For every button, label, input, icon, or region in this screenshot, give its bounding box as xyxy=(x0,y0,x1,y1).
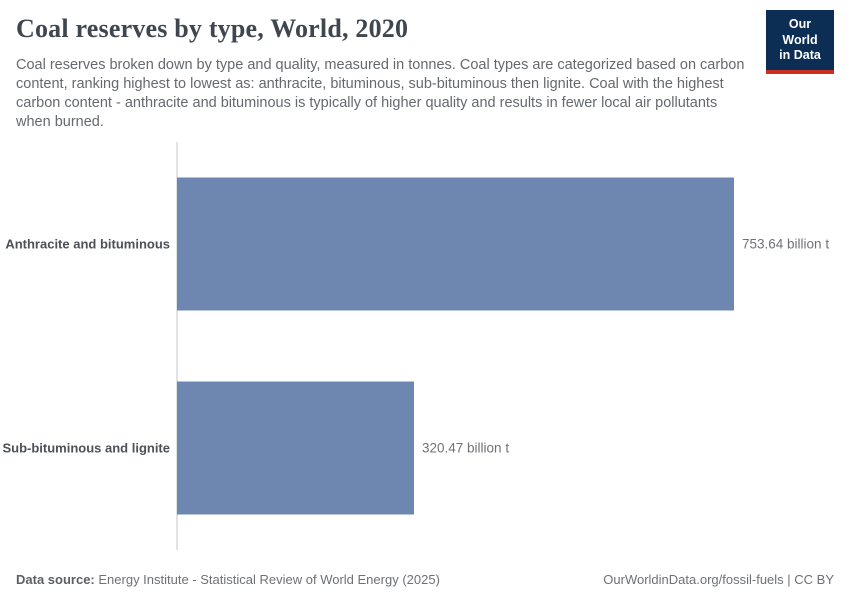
owid-logo-line1: Our World xyxy=(782,17,818,47)
bar-row: Sub-bituminous and lignite 320.47 billio… xyxy=(0,346,850,550)
credit-line: OurWorldinData.org/fossil-fuels | CC BY xyxy=(603,572,834,587)
y-axis-line xyxy=(176,142,178,550)
chart-header: Coal reserves by type, World, 2020 Coal … xyxy=(16,10,834,131)
chart-title: Coal reserves by type, World, 2020 xyxy=(16,14,409,43)
data-source-text: Energy Institute - Statistical Review of… xyxy=(98,572,440,587)
owid-logo-line2: in Data xyxy=(779,48,821,63)
bar[interactable] xyxy=(177,381,414,515)
bar-value-label: 753.64 billion t xyxy=(742,236,830,252)
chart-footer: Data source: Energy Institute - Statisti… xyxy=(16,572,834,587)
owid-logo-stripe xyxy=(766,69,834,74)
bar-label: Anthracite and bituminous xyxy=(5,236,170,252)
owid-logo-box: Our World in Data xyxy=(766,10,834,70)
owid-logo[interactable]: Our World in Data xyxy=(766,10,834,74)
bar[interactable] xyxy=(177,177,734,311)
chart-subtitle: Coal reserves broken down by type and qu… xyxy=(16,57,745,130)
data-source: Data source: Energy Institute - Statisti… xyxy=(16,572,440,587)
bar-row: Anthracite and bituminous 753.64 billion… xyxy=(0,142,850,346)
bar-value-label: 320.47 billion t xyxy=(422,440,510,456)
bar-chart: Anthracite and bituminous 753.64 billion… xyxy=(0,142,850,550)
bar-label: Sub-bituminous and lignite xyxy=(2,440,170,456)
data-source-label: Data source: xyxy=(16,572,95,587)
